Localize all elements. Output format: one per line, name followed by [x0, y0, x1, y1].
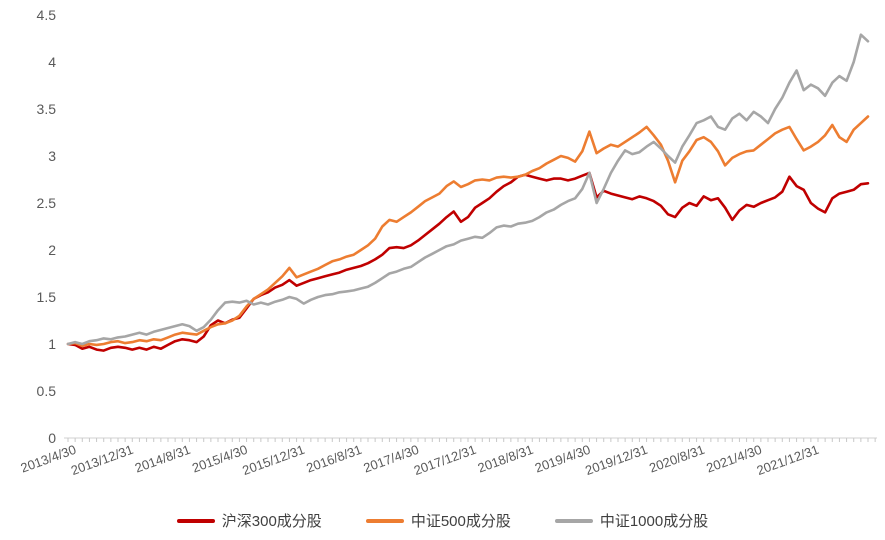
legend-label-csi500: 中证500成分股 — [410, 512, 511, 530]
y-tick-label: 0.5 — [37, 383, 57, 399]
y-tick-label: 1 — [48, 336, 56, 352]
x-tick-label: 2019/12/31 — [583, 442, 649, 478]
y-tick-label: 4 — [48, 54, 56, 70]
legend-label-csi300: 沪深300成分股 — [221, 512, 322, 530]
y-tick-label: 3.5 — [37, 101, 57, 117]
y-tick-label: 2.5 — [37, 195, 57, 211]
x-tick-label: 2018/8/31 — [476, 442, 535, 476]
legend-item-csi1000: 中证1000成分股 — [554, 512, 709, 530]
series-line-1 — [66, 115, 870, 348]
legend-item-csi300: 沪深300成分股 — [176, 512, 322, 530]
legend-item-csi500: 中证500成分股 — [365, 512, 511, 530]
x-tick-label: 2014/8/31 — [133, 442, 192, 476]
x-tick-label: 2013/4/30 — [19, 442, 78, 476]
x-tick-label: 2015/12/31 — [240, 442, 306, 478]
legend-label-csi1000: 中证1000成分股 — [599, 512, 709, 530]
plot-area: 00.511.522.533.544.52013/4/302013/12/312… — [19, 7, 877, 478]
series-line-0 — [66, 171, 870, 352]
x-tick-label: 2013/12/31 — [69, 442, 135, 478]
legend-swatch-csi300 — [176, 519, 215, 523]
x-tick-label: 2020/8/31 — [647, 442, 706, 476]
x-tick-label: 2015/4/30 — [190, 442, 249, 476]
legend-swatch-csi1000 — [554, 519, 593, 523]
y-tick-label: 1.5 — [37, 289, 57, 305]
y-tick-label: 2 — [48, 242, 56, 258]
x-tick-label: 2021/4/30 — [704, 442, 763, 476]
y-tick-label: 0 — [48, 430, 56, 446]
series-line-2 — [66, 33, 870, 346]
x-tick-label: 2016/8/31 — [304, 442, 363, 476]
y-tick-label: 4.5 — [37, 7, 57, 23]
x-tick-label: 2021/12/31 — [755, 442, 821, 478]
x-tick-label: 2019/4/30 — [533, 442, 592, 476]
y-tick-label: 3 — [48, 148, 56, 164]
chart-legend: 沪深300成分股 中证500成分股 中证1000成分股 — [0, 506, 885, 536]
legend-swatch-csi500 — [365, 519, 404, 523]
x-tick-label: 2017/4/30 — [361, 442, 420, 476]
x-tick-label: 2017/12/31 — [412, 442, 478, 478]
